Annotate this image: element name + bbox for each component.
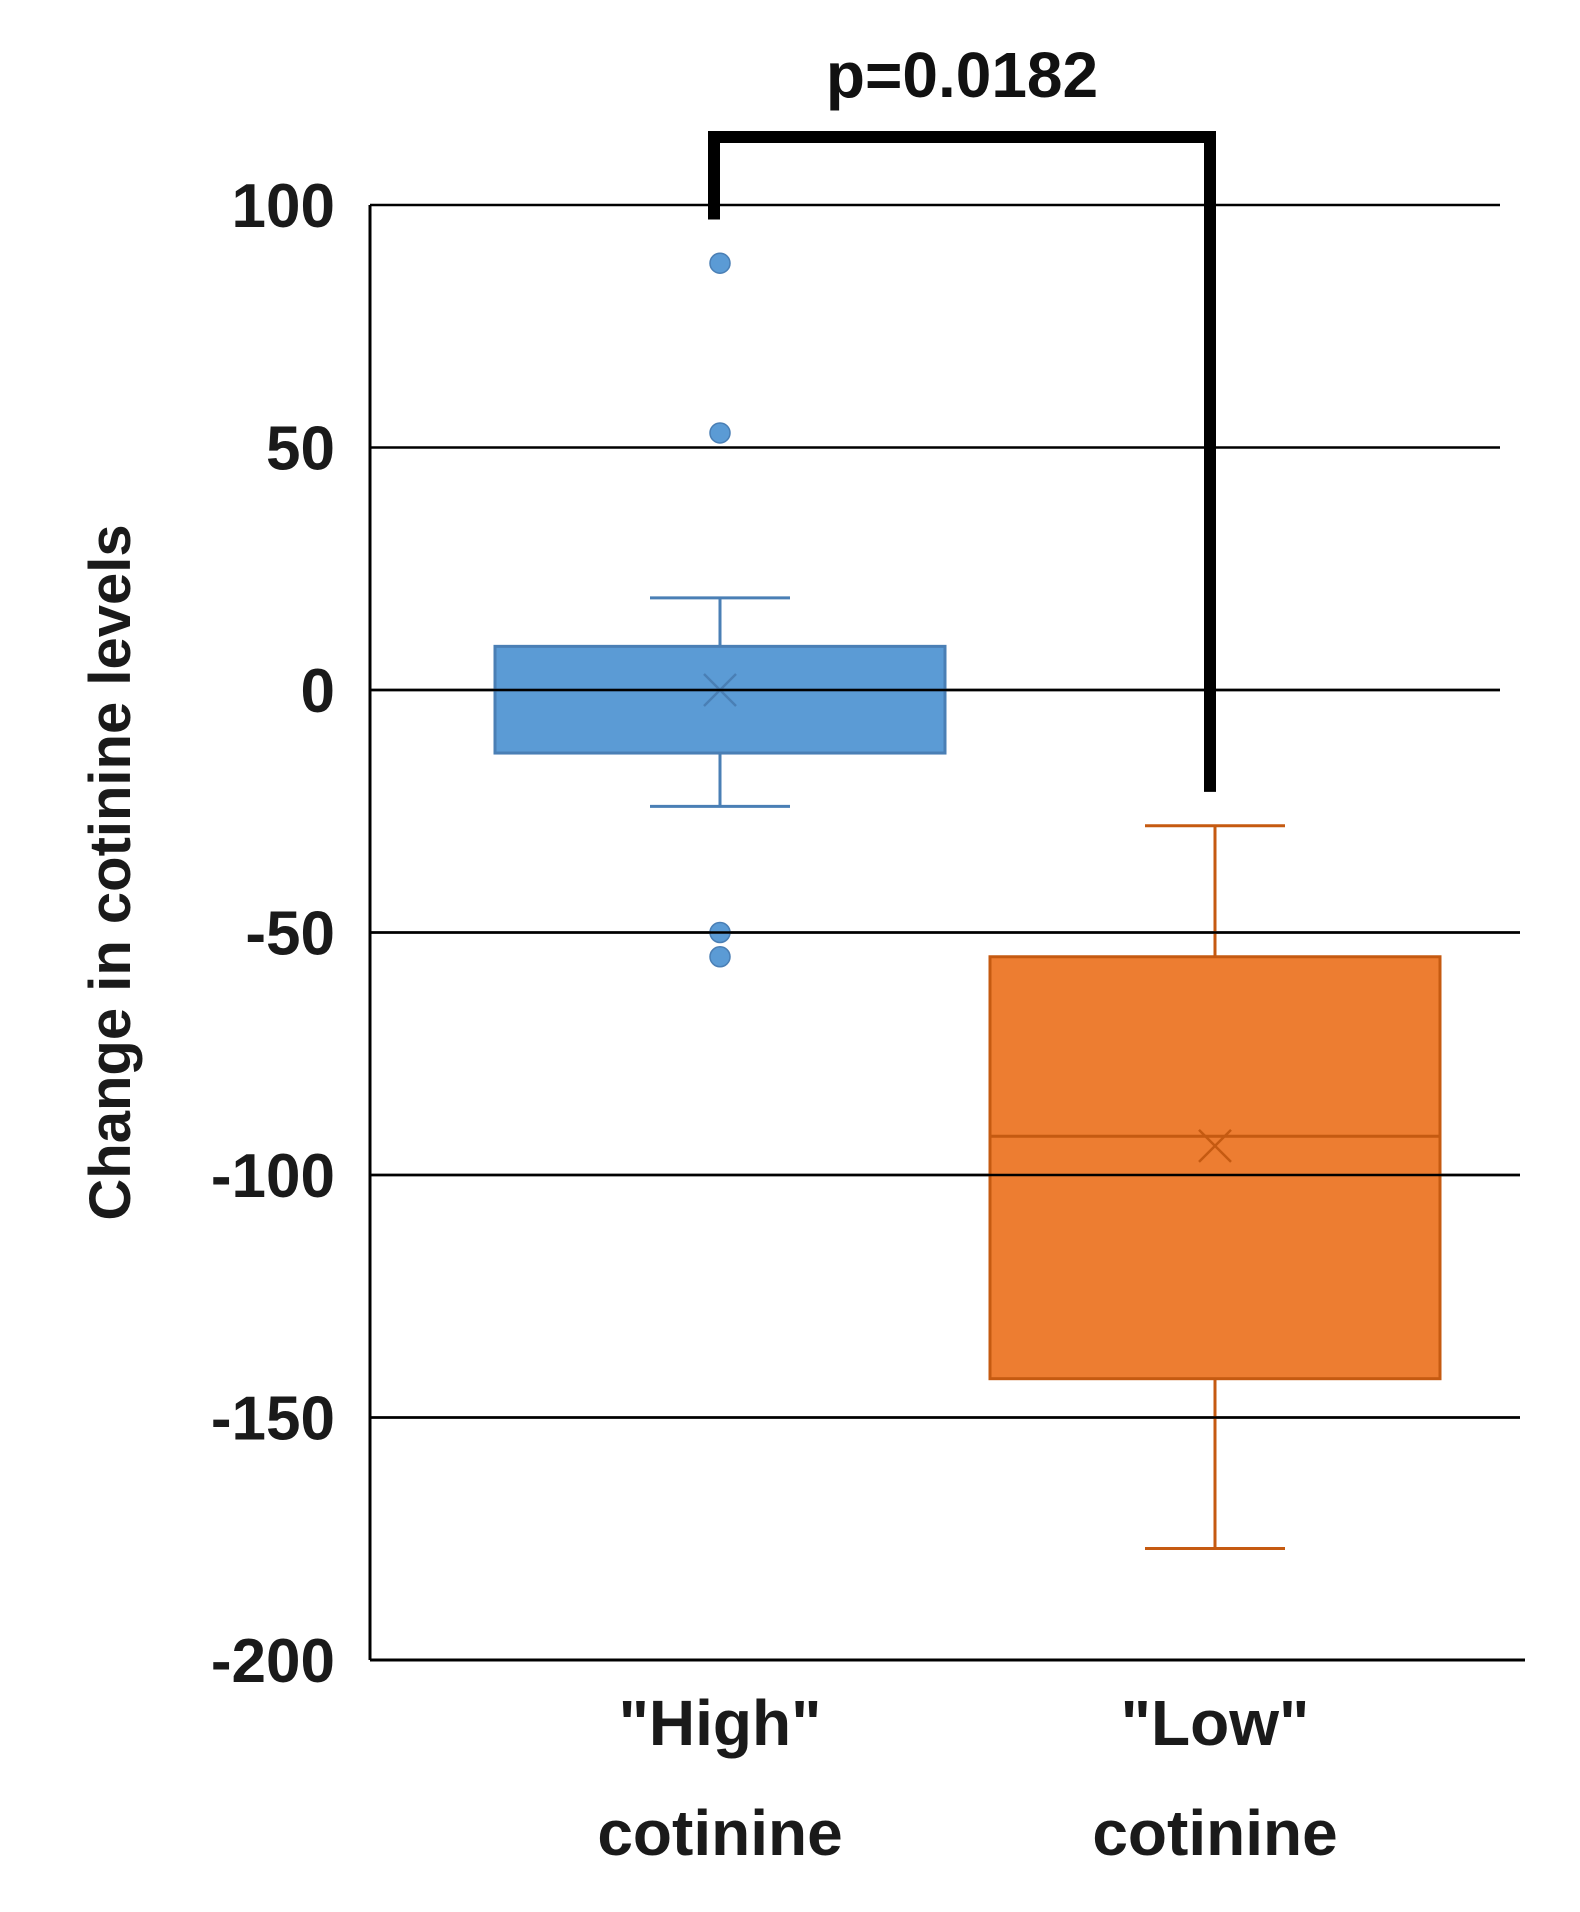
iqr-box — [493, 644, 947, 755]
y-tick-labels: 100 50 0 -50 -100 -150 -200 — [211, 172, 335, 1696]
y-tick-label: -150 — [211, 1385, 335, 1454]
category-label-line1: "Low" — [1121, 1687, 1310, 1759]
box-low-cotinine — [988, 824, 1442, 1550]
significance-bracket: p=0.0182 — [708, 39, 1216, 792]
y-tick-label: 0 — [301, 657, 335, 726]
y-tick-label: -200 — [211, 1627, 335, 1696]
box-high-cotinine — [493, 252, 947, 968]
y-tick-label: 50 — [266, 415, 335, 484]
category-label-line1: "High" — [619, 1687, 822, 1759]
category-labels: "High" cotinine "Low" cotinine — [597, 1687, 1337, 1869]
y-tick-label: -50 — [245, 900, 335, 969]
outlier-point — [709, 252, 731, 274]
p-value-label: p=0.0182 — [826, 39, 1098, 111]
gridlines-overlay — [370, 688, 1520, 1419]
bracket-line — [708, 131, 1216, 792]
mean-marker — [1198, 1129, 1232, 1163]
box-series — [493, 252, 1442, 1550]
outlier-point — [709, 946, 731, 968]
outlier-point — [709, 422, 731, 444]
iqr-box — [988, 955, 1442, 1381]
y-tick-label: 100 — [232, 172, 335, 241]
category-label-line2: cotinine — [597, 1797, 842, 1869]
y-axis-title: Change in cotinine levels — [78, 524, 143, 1220]
category-label-line2: cotinine — [1092, 1797, 1337, 1869]
y-tick-label: -100 — [211, 1142, 335, 1211]
